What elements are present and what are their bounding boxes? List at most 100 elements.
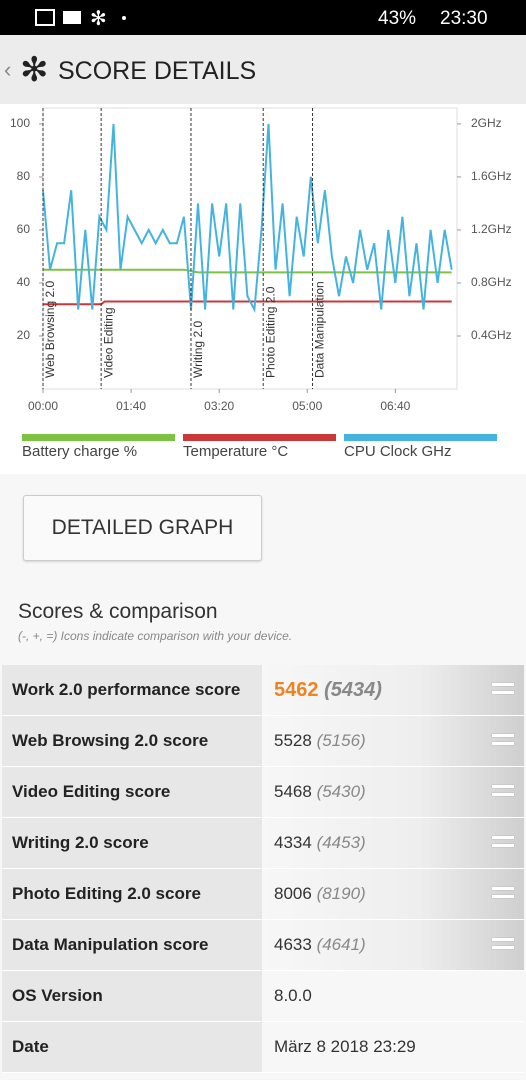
- legend-label: CPU Clock GHz: [344, 443, 452, 460]
- score-table: Work 2.0 performance score 5462 (5434) Web…: [2, 665, 524, 1073]
- section-title: Scores & comparison: [18, 600, 218, 623]
- app-bar: ‹ ✻ SCORE DETAILS: [0, 35, 526, 105]
- x-tick-label: 06:40: [380, 399, 410, 413]
- legend-swatch: [183, 434, 336, 441]
- comparison-score: (4641): [316, 935, 366, 954]
- score-name: Data Manipulation score: [2, 920, 262, 970]
- equal-icon: [492, 683, 514, 697]
- x-tick-label: 05:00: [292, 399, 322, 413]
- y2-tick-label: 1.2GHz: [471, 222, 512, 236]
- svg-text:✻: ✻: [20, 51, 49, 89]
- score-cell: 4334 (4453): [262, 818, 524, 868]
- y-tick-label: 100: [10, 116, 30, 130]
- score-cell: 5462 (5434): [262, 665, 524, 715]
- legend-swatch: [344, 434, 497, 441]
- legend-label: Battery charge %: [22, 443, 137, 460]
- y-tick-label: 40: [17, 275, 31, 289]
- comparison-score: (5434): [324, 679, 382, 701]
- score-value: 4633 (4641): [274, 920, 366, 970]
- score-cell: 4633 (4641): [262, 920, 524, 970]
- section-label: Writing 2.0: [191, 321, 205, 378]
- score-name: Writing 2.0 score: [2, 818, 262, 868]
- equal-icon: [492, 785, 514, 799]
- section-label: Web Browsing 2.0: [43, 281, 57, 378]
- icon-bar: [492, 785, 514, 788]
- info-name: Date: [2, 1022, 262, 1072]
- section-label: Photo Editing 2.0: [263, 286, 277, 378]
- score: 4334: [274, 833, 312, 852]
- info-cell: März 8 2018 23:29: [262, 1022, 524, 1072]
- y2-tick-label: 1.6GHz: [471, 169, 512, 183]
- icon-bar: [492, 734, 514, 737]
- score-name: Work 2.0 performance score: [2, 665, 262, 715]
- notification-icons: ✻: [35, 8, 126, 30]
- x-tick-label: 03:20: [204, 399, 234, 413]
- icon-bar: [492, 793, 514, 796]
- info-cell: 8.0.0: [262, 971, 524, 1021]
- score: 5528: [274, 731, 312, 750]
- y2-tick-label: 0.8GHz: [471, 275, 512, 289]
- score-cell: 5528 (5156): [262, 716, 524, 766]
- info-row: Date März 8 2018 23:29: [2, 1022, 524, 1073]
- icon-bar: [492, 836, 514, 839]
- score-name: Photo Editing 2.0 score: [2, 869, 262, 919]
- score-cell: 8006 (8190): [262, 869, 524, 919]
- icon-bar: [492, 895, 514, 898]
- score-value: 8006 (8190): [274, 869, 366, 919]
- icon-bar: [492, 742, 514, 745]
- icon-bar: [492, 938, 514, 941]
- series-line: [42, 123, 453, 313]
- x-tick-label: 00:00: [28, 399, 58, 413]
- score-row: Data Manipulation score 4633 (4641): [2, 920, 524, 971]
- score-row: Video Editing score 5468 (5430): [2, 767, 524, 818]
- icon-bar: [492, 691, 514, 694]
- score-row: Photo Editing 2.0 score 8006 (8190): [2, 869, 524, 920]
- detailed-graph-button[interactable]: DETAILED GRAPH: [23, 495, 262, 561]
- x-tick-label: 01:40: [116, 399, 146, 413]
- icon-bar: [492, 683, 514, 686]
- y2-tick-label: 0.4GHz: [471, 328, 512, 342]
- comparison-score: (5156): [316, 731, 366, 750]
- legend-swatch: [22, 434, 175, 441]
- score-row: Writing 2.0 score 4334 (4453): [2, 818, 524, 869]
- score-name: Web Browsing 2.0 score: [2, 716, 262, 766]
- score: 5462: [274, 679, 319, 701]
- comparison-score: (5430): [316, 782, 366, 801]
- page-title: SCORE DETAILS: [58, 57, 257, 85]
- icon-bar: [492, 887, 514, 890]
- y-tick-label: 20: [17, 328, 31, 342]
- section-label: Data Manipulation: [313, 281, 327, 378]
- score-value: 4334 (4453): [274, 818, 366, 868]
- series-line: [43, 300, 452, 306]
- score-value: 5468 (5430): [274, 767, 366, 817]
- icon-bar: [492, 946, 514, 949]
- chart: 20 40 60 80 100 0.4GHz 0.8GHz 1.2GHz 1.6GHz 2GHz 0…: [0, 104, 526, 474]
- status-bar: ✻ 43% 23:30: [0, 0, 526, 35]
- score-value: 5528 (5156): [274, 716, 366, 766]
- icon-bar: [492, 844, 514, 847]
- score-name: Video Editing score: [2, 767, 262, 817]
- comparison-score: (4453): [316, 833, 366, 852]
- equal-icon: [492, 836, 514, 850]
- svg-text:‹: ‹: [4, 57, 11, 82]
- legend-label: Temperature °C: [183, 443, 288, 460]
- battery-level: 43%: [378, 8, 417, 29]
- back-button[interactable]: ‹ ✻: [0, 35, 60, 104]
- score-row: Work 2.0 performance score 5462 (5434): [2, 665, 524, 716]
- info-value: 8.0.0: [274, 986, 312, 1005]
- svg-text:✻: ✻: [90, 8, 107, 30]
- info-name: OS Version: [2, 971, 262, 1021]
- y-tick-label: 80: [17, 169, 31, 183]
- score: 5468: [274, 782, 312, 801]
- equal-icon: [492, 938, 514, 952]
- clock: 23:30: [440, 8, 488, 29]
- series-line: [43, 268, 452, 274]
- info-value: März 8 2018 23:29: [274, 1037, 416, 1056]
- y2-tick-label: 2GHz: [471, 116, 502, 130]
- score-cell: 5468 (5430): [262, 767, 524, 817]
- score-value: 5462 (5434): [274, 665, 382, 715]
- info-row: OS Version 8.0.0: [2, 971, 524, 1022]
- section-label: Video Editing: [101, 308, 115, 379]
- score: 4633: [274, 935, 312, 954]
